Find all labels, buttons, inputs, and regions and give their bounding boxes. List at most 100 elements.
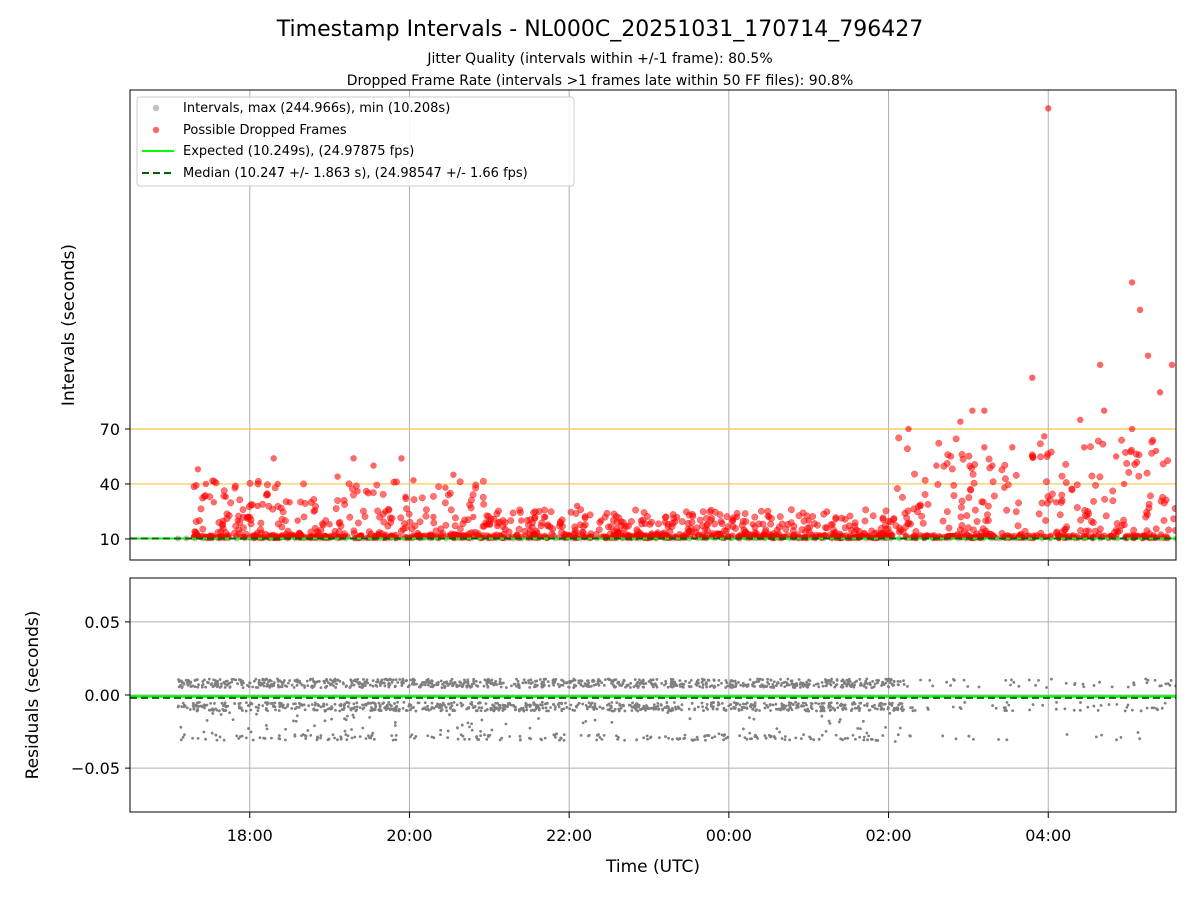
residual-point <box>795 683 799 687</box>
residual-point <box>414 734 418 738</box>
residual-point <box>214 733 218 737</box>
dropped-frame-point <box>248 501 256 509</box>
residual-point <box>293 734 297 738</box>
dropped-frame-point <box>345 480 353 488</box>
residual-point <box>1005 700 1009 704</box>
dropped-frame-point <box>490 515 498 523</box>
dropped-frame-point <box>1143 511 1151 519</box>
dropped-frame-point <box>332 505 340 513</box>
residual-point <box>354 709 358 713</box>
residual-point <box>579 683 583 687</box>
dropped-frame-point <box>634 528 642 536</box>
residual-point <box>804 709 808 713</box>
residual-point <box>567 685 571 689</box>
x-tick-label: 18:00 <box>227 826 273 845</box>
dropped-frame-point <box>254 502 261 510</box>
dropped-frame-point <box>832 514 840 522</box>
residual-point <box>710 736 714 740</box>
top-plot-area <box>130 90 1176 560</box>
residual-point <box>666 685 670 689</box>
dropped-frame-point <box>471 528 479 536</box>
dropped-frame-point <box>985 455 993 463</box>
residual-point <box>494 706 498 710</box>
residual-point <box>839 737 843 741</box>
dropped-frame-point <box>1109 497 1117 505</box>
residual-point <box>352 702 356 706</box>
residual-point <box>200 705 204 709</box>
residual-point <box>557 705 561 709</box>
residual-point <box>839 685 843 689</box>
residual-point <box>515 677 518 681</box>
residual-point <box>1132 681 1136 685</box>
residual-point <box>501 707 505 711</box>
dropped-frame-point <box>350 527 358 535</box>
dropped-frame-point <box>1035 510 1043 518</box>
residual-point <box>211 685 215 689</box>
dropped-frame-point <box>959 455 967 463</box>
residual-point <box>889 678 893 681</box>
residual-point <box>892 680 896 683</box>
residual-point <box>241 686 245 690</box>
dropped-frame-point <box>270 455 277 462</box>
dropped-frame-point <box>464 516 472 524</box>
residual-point <box>463 678 466 682</box>
dropped-frame-point <box>236 496 244 504</box>
dropped-frame-point <box>888 531 896 539</box>
residual-point <box>336 678 340 682</box>
residual-point <box>701 683 705 687</box>
residual-point <box>783 735 787 738</box>
dropped-frame-point <box>480 500 488 508</box>
dropped-frame-point <box>795 512 803 520</box>
residual-point <box>868 683 872 687</box>
dropped-frame-point <box>947 452 955 460</box>
residual-point <box>1017 684 1021 688</box>
residual-point <box>1131 708 1134 712</box>
residual-point <box>349 679 353 683</box>
residual-point <box>479 729 483 733</box>
residual-point <box>451 684 454 688</box>
residual-point <box>210 731 214 735</box>
residual-point <box>752 717 756 721</box>
residual-point <box>838 718 842 721</box>
dropped-frame-point <box>1116 527 1124 535</box>
residual-point <box>667 708 671 711</box>
residual-point <box>815 709 818 713</box>
dropped-frame-point <box>538 519 546 527</box>
residual-point <box>501 681 505 685</box>
dropped-frame-point <box>518 517 525 524</box>
residual-point <box>842 680 846 684</box>
dropped-frame-point <box>507 517 515 525</box>
residual-point <box>1159 684 1163 688</box>
residual-point <box>569 703 573 707</box>
residual-point <box>240 681 244 685</box>
residual-point <box>954 737 958 741</box>
residual-point <box>733 679 737 683</box>
dropped-frame-point <box>615 514 623 522</box>
residual-point <box>277 734 281 737</box>
residual-point <box>565 681 568 685</box>
residual-point <box>202 730 206 734</box>
residual-point <box>871 705 874 709</box>
dropped-frame-point <box>1135 472 1143 480</box>
residual-point <box>581 684 585 688</box>
residual-point <box>797 678 801 681</box>
residual-point <box>269 679 273 683</box>
residual-point <box>843 703 847 707</box>
residual-point <box>911 706 914 710</box>
residual-point <box>506 702 510 705</box>
dropped-frame-point <box>230 529 238 537</box>
residual-point <box>365 678 369 682</box>
dropped-frame-point <box>418 494 426 502</box>
residual-point <box>651 682 655 686</box>
residual-point <box>177 678 180 681</box>
residual-point <box>846 736 850 740</box>
dropped-frame-point <box>957 418 964 425</box>
residual-point <box>812 738 816 742</box>
dropped-frame-point <box>257 529 265 537</box>
legend-label: Median (10.247 +/- 1.863 s), (24.98547 +… <box>183 166 528 181</box>
residual-point <box>710 684 714 688</box>
dropped-frame-point <box>393 478 400 486</box>
residual-point <box>326 707 330 711</box>
residual-point <box>785 708 789 712</box>
residual-point <box>209 708 213 712</box>
